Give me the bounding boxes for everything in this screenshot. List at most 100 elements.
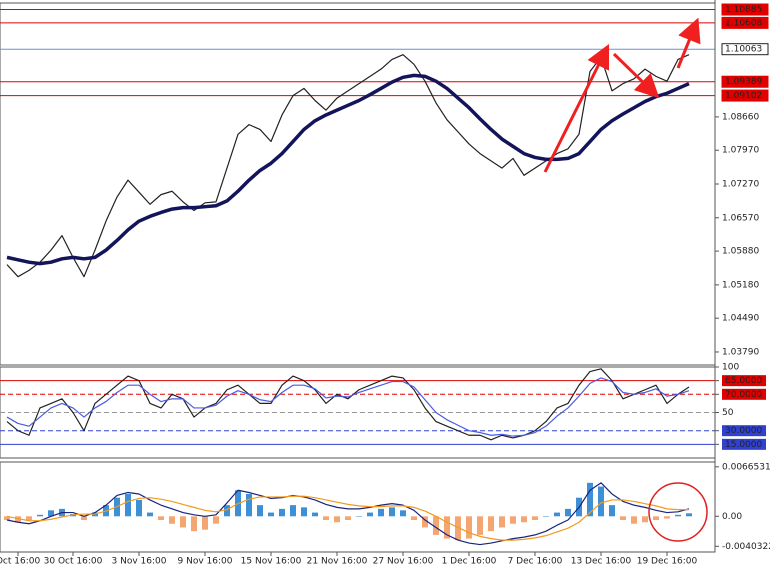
y-tick-label: 1.05180: [722, 280, 759, 290]
y-tick-label-box: [722, 425, 766, 437]
annotations: [543, 17, 708, 542]
x-tick-label: 13 Dec 16:00: [571, 557, 632, 567]
histogram-bar: [477, 516, 483, 535]
histogram-bar: [587, 482, 593, 517]
histogram-bar: [422, 516, 428, 528]
histogram-bar: [147, 512, 153, 517]
x-tick-label: Oct 16:00: [0, 557, 40, 567]
histogram-bar: [312, 512, 318, 517]
arrow: [543, 43, 610, 173]
histogram-bar: [466, 516, 472, 539]
histogram-bar: [686, 513, 692, 517]
y-tick-label: 0.00: [722, 512, 742, 522]
histogram-bar: [565, 508, 571, 517]
histogram-bar: [400, 510, 406, 517]
histogram-bar: [213, 516, 219, 524]
y-tick-label: 70.0000: [725, 390, 762, 400]
level-label-box: [721, 89, 769, 102]
x-tick-label: 7 Dec 16:00: [508, 557, 563, 567]
x-tick-label: 19 Dec 16:00: [637, 557, 698, 567]
histogram-bar: [543, 516, 549, 517]
histogram-bar: [642, 516, 648, 523]
histogram-bar: [125, 493, 131, 517]
y-tick-label: 1.04490: [722, 314, 759, 324]
level-label-box: [721, 75, 769, 88]
histogram-bar: [554, 512, 560, 517]
x-tick-label: 3 Nov 16:00: [112, 557, 167, 567]
histogram-bar: [202, 516, 208, 530]
histogram-bar: [81, 516, 87, 521]
level-label-box: [721, 3, 769, 16]
x-tick-label: 1 Dec 16:00: [442, 557, 497, 567]
y-tick-label: 1.05880: [722, 247, 759, 257]
y-tick-label: 1.07970: [722, 146, 759, 156]
histogram-bar: [675, 514, 681, 517]
histogram-bar: [136, 499, 142, 517]
series-line: [6, 73, 690, 266]
series-line: [6, 54, 690, 278]
y-tick-label: 85.0000: [725, 376, 762, 386]
histogram-bar: [246, 493, 252, 517]
x-tick-label: 15 Nov 16:00: [241, 557, 302, 567]
highlight-circle: [648, 482, 708, 542]
y-tick-label: 15.0000: [725, 440, 762, 450]
histogram-bar: [411, 516, 417, 521]
arrow: [676, 17, 701, 69]
histogram-bar: [15, 516, 21, 523]
histogram-bar: [26, 516, 32, 521]
y-tick-label: 1.06570: [722, 213, 759, 223]
histogram-bar: [268, 512, 274, 517]
histogram-bar: [532, 516, 538, 521]
histogram-bar: [169, 516, 175, 524]
y-tick-label: 1.03790: [722, 347, 759, 357]
histogram-bar: [301, 507, 307, 517]
series-line: [6, 377, 690, 437]
level-label: 1.10063: [725, 45, 762, 55]
level-label: 1.10885: [725, 5, 762, 15]
y-tick-label: 1.08660: [722, 112, 759, 122]
histogram-bar: [345, 516, 351, 521]
y-tick-label-box: [722, 388, 766, 400]
histogram-bar: [433, 516, 439, 535]
histogram-bar: [334, 516, 340, 523]
histogram-bar: [224, 505, 230, 517]
level-label-box: [721, 43, 769, 56]
y-tick-label-box: [722, 438, 766, 450]
histogram-bar: [620, 516, 626, 521]
y-tick-label: 1.07270: [722, 180, 759, 190]
y-tick-label: 100: [722, 363, 739, 373]
histogram-bar: [510, 516, 516, 524]
histogram-bar: [323, 516, 329, 521]
histogram-bar: [444, 516, 450, 539]
histogram-bar: [598, 486, 604, 517]
series-line: [6, 482, 690, 546]
histogram-bar: [631, 516, 637, 524]
histogram-bar: [180, 516, 186, 528]
histogram-bar: [257, 505, 263, 517]
y-tick-label: -0.0040322: [722, 542, 770, 552]
histogram-bar: [488, 516, 494, 532]
histogram-bar: [664, 516, 670, 519]
histogram-bar: [37, 514, 43, 517]
x-tick-label: 30 Oct 16:00: [44, 557, 103, 567]
y-tick-label-box: [722, 375, 766, 387]
histogram-bar: [367, 512, 373, 517]
arrow: [612, 52, 660, 99]
level-label: 1.09102: [725, 91, 762, 101]
histogram-bar: [499, 516, 505, 528]
series-line: [6, 368, 690, 441]
histogram-bar: [4, 516, 10, 521]
y-tick-label: 0.0066531: [722, 462, 770, 472]
x-tick-label: 9 Nov 16:00: [178, 557, 233, 567]
histogram-bar: [158, 516, 164, 521]
histogram-bar: [191, 516, 197, 532]
histogram-bar: [455, 516, 461, 541]
level-label: 1.10608: [725, 18, 762, 28]
histogram-bar: [48, 510, 54, 517]
level-label-box: [721, 16, 769, 29]
histogram-bar: [609, 505, 615, 517]
histogram-bar: [389, 507, 395, 517]
x-tick-label: 27 Nov 16:00: [373, 557, 434, 567]
series-line: [6, 495, 689, 541]
